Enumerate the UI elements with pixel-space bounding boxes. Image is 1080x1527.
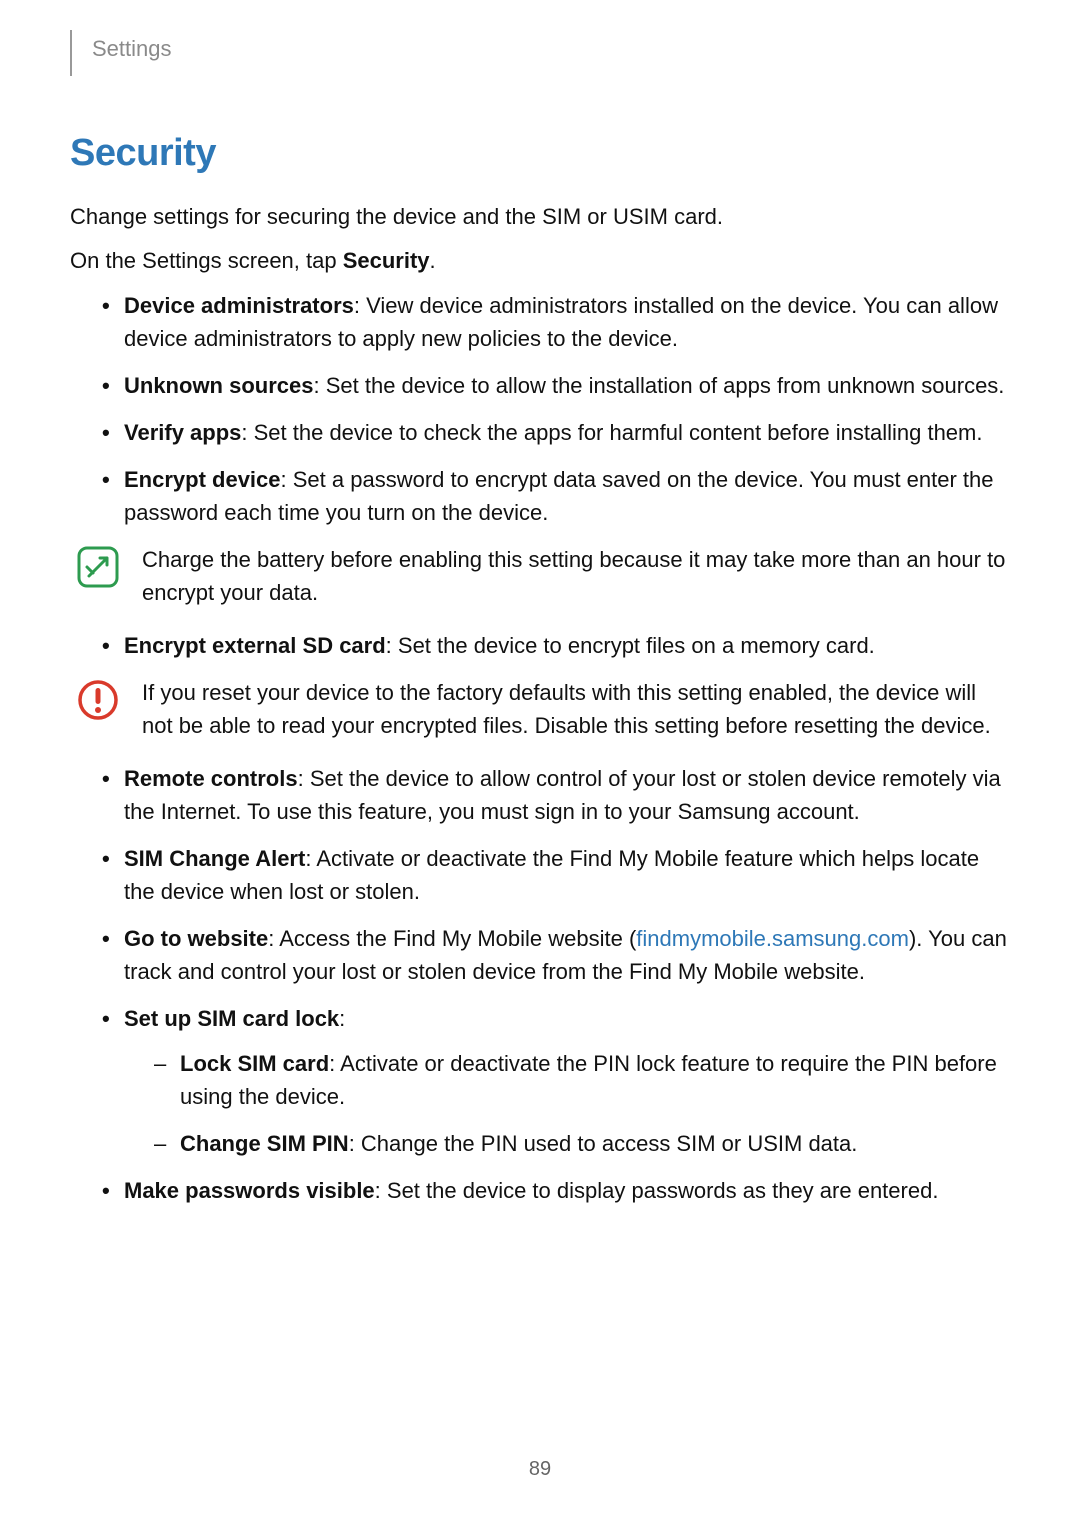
item-label: SIM Change Alert bbox=[124, 846, 305, 871]
item-label: Remote controls bbox=[124, 766, 298, 791]
find-my-mobile-link[interactable]: findmymobile.samsung.com bbox=[636, 926, 909, 951]
intro-2-post: . bbox=[430, 248, 436, 273]
item-label: Go to website bbox=[124, 926, 268, 951]
item-desc: : Set the device to encrypt files on a m… bbox=[386, 633, 875, 658]
item-desc-pre: : Access the Find My Mobile website ( bbox=[268, 926, 636, 951]
item-label: Set up SIM card lock bbox=[124, 1006, 339, 1031]
subitem-change-sim-pin: Change SIM PIN: Change the PIN used to a… bbox=[154, 1127, 1010, 1160]
item-encrypt-sd: Encrypt external SD card: Set the device… bbox=[102, 629, 1010, 662]
item-go-to-website: Go to website: Access the Find My Mobile… bbox=[102, 922, 1010, 988]
item-unknown-sources: Unknown sources: Set the device to allow… bbox=[102, 369, 1010, 402]
intro-1: Change settings for securing the device … bbox=[70, 201, 1010, 233]
item-sim-card-lock: Set up SIM card lock: Lock SIM card: Act… bbox=[102, 1002, 1010, 1160]
item-encrypt-device: Encrypt device: Set a password to encryp… bbox=[102, 463, 1010, 529]
item-label: Make passwords visible bbox=[124, 1178, 375, 1203]
page-number: 89 bbox=[0, 1458, 1080, 1481]
item-make-passwords-visible: Make passwords visible: Set the device t… bbox=[102, 1174, 1010, 1207]
item-label: Verify apps bbox=[124, 420, 241, 445]
subitem-desc: : Change the PIN used to access SIM or U… bbox=[349, 1131, 858, 1156]
note-icon bbox=[76, 545, 120, 589]
note-encrypt: Charge the battery before enabling this … bbox=[70, 543, 1010, 609]
intro-2-target: Security bbox=[343, 248, 430, 273]
warning-text: If you reset your device to the factory … bbox=[142, 676, 1010, 742]
item-sim-change-alert: SIM Change Alert: Activate or deactivate… bbox=[102, 842, 1010, 908]
item-label: Device administrators bbox=[124, 293, 354, 318]
item-label: Unknown sources bbox=[124, 373, 313, 398]
note-text: Charge the battery before enabling this … bbox=[142, 543, 1010, 609]
breadcrumb: Settings bbox=[70, 30, 1010, 76]
item-verify-apps: Verify apps: Set the device to check the… bbox=[102, 416, 1010, 449]
item-desc: : Set the device to check the apps for h… bbox=[241, 420, 982, 445]
subitem-label: Change SIM PIN bbox=[180, 1131, 349, 1156]
intro-2: On the Settings screen, tap Security. bbox=[70, 245, 1010, 277]
page-title: Security bbox=[70, 132, 1010, 175]
item-desc: : Set the device to display passwords as… bbox=[375, 1178, 939, 1203]
item-label: Encrypt device bbox=[124, 467, 281, 492]
item-device-administrators: Device administrators: View device admin… bbox=[102, 289, 1010, 355]
subitem-label: Lock SIM card bbox=[180, 1051, 329, 1076]
subitem-lock-sim: Lock SIM card: Activate or deactivate th… bbox=[154, 1047, 1010, 1113]
item-remote-controls: Remote controls: Set the device to allow… bbox=[102, 762, 1010, 828]
item-desc: : Set the device to allow the installati… bbox=[313, 373, 1004, 398]
breadcrumb-text: Settings bbox=[92, 36, 172, 62]
item-desc: : bbox=[339, 1006, 345, 1031]
warning-icon bbox=[76, 678, 120, 722]
intro-2-pre: On the Settings screen, tap bbox=[70, 248, 343, 273]
warning-sd: If you reset your device to the factory … bbox=[70, 676, 1010, 742]
item-label: Encrypt external SD card bbox=[124, 633, 386, 658]
